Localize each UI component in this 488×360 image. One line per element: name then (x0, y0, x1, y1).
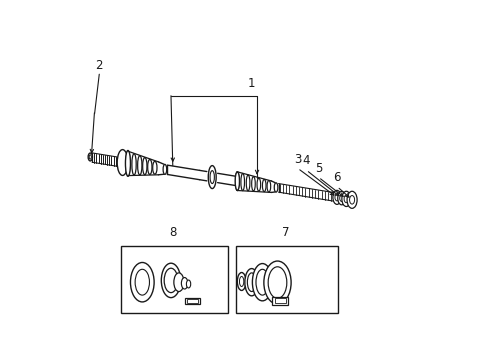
Ellipse shape (117, 150, 128, 175)
Bar (185, 298, 199, 305)
Ellipse shape (125, 151, 130, 176)
Ellipse shape (257, 178, 260, 191)
Ellipse shape (152, 161, 157, 174)
Ellipse shape (264, 261, 290, 304)
Ellipse shape (161, 263, 180, 298)
Text: 6: 6 (333, 171, 340, 184)
Text: 5: 5 (314, 162, 322, 175)
Ellipse shape (251, 177, 255, 191)
Ellipse shape (164, 268, 178, 293)
Ellipse shape (235, 172, 239, 190)
Text: 3: 3 (293, 153, 301, 166)
Ellipse shape (241, 174, 244, 191)
Ellipse shape (349, 195, 354, 204)
Ellipse shape (274, 183, 277, 192)
Ellipse shape (239, 276, 244, 287)
Bar (187, 299, 197, 303)
Ellipse shape (174, 273, 183, 292)
Ellipse shape (181, 278, 187, 289)
Ellipse shape (137, 156, 142, 175)
Text: 4: 4 (302, 154, 309, 167)
Ellipse shape (246, 175, 249, 191)
Ellipse shape (334, 194, 338, 201)
Ellipse shape (244, 269, 258, 296)
Ellipse shape (252, 264, 272, 301)
Bar (274, 298, 285, 303)
Ellipse shape (332, 190, 341, 204)
Bar (235, 246, 337, 313)
Ellipse shape (130, 262, 154, 302)
Ellipse shape (341, 191, 350, 207)
Ellipse shape (210, 171, 214, 184)
Bar (121, 246, 228, 313)
Text: 1: 1 (247, 77, 255, 90)
Ellipse shape (132, 154, 136, 175)
Ellipse shape (147, 159, 152, 175)
Ellipse shape (235, 172, 239, 190)
Ellipse shape (267, 267, 286, 298)
Ellipse shape (346, 191, 356, 208)
Ellipse shape (337, 192, 345, 205)
Ellipse shape (344, 195, 348, 203)
Text: 2: 2 (95, 59, 103, 72)
Text: 8: 8 (169, 226, 176, 239)
Ellipse shape (266, 181, 270, 192)
Ellipse shape (339, 195, 343, 202)
Ellipse shape (186, 280, 190, 288)
Ellipse shape (125, 150, 130, 176)
Ellipse shape (135, 269, 149, 295)
Bar (272, 297, 287, 305)
Ellipse shape (255, 269, 268, 295)
Ellipse shape (262, 179, 265, 192)
Ellipse shape (142, 158, 147, 175)
Ellipse shape (237, 273, 245, 291)
Text: 7: 7 (282, 226, 289, 239)
Ellipse shape (247, 273, 255, 292)
Ellipse shape (163, 165, 166, 174)
Ellipse shape (208, 166, 216, 189)
